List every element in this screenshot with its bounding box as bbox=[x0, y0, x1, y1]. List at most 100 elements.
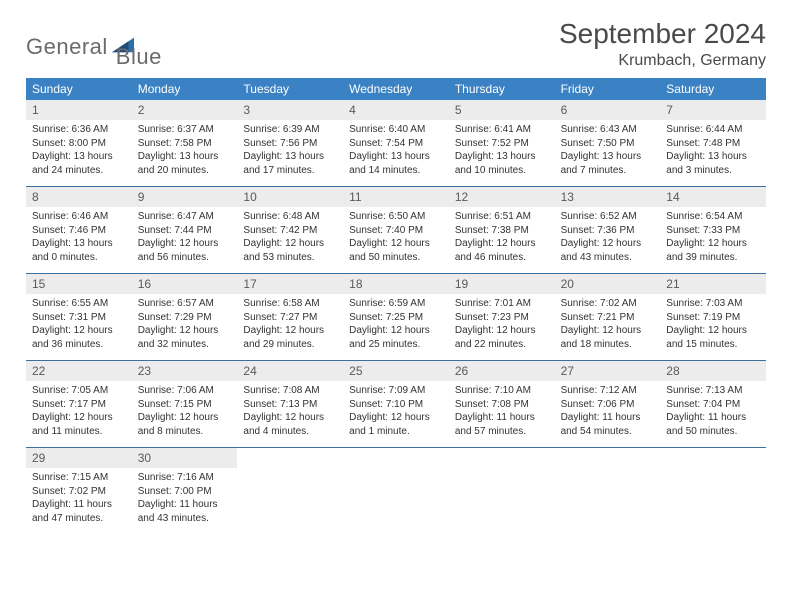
week-row: 22Sunrise: 7:05 AMSunset: 7:17 PMDayligh… bbox=[26, 361, 766, 448]
sunrise-text: Sunrise: 7:01 AM bbox=[455, 297, 549, 311]
sunrise-text: Sunrise: 6:40 AM bbox=[349, 123, 443, 137]
day-number: 29 bbox=[26, 448, 132, 468]
daylight-text-2: and 54 minutes. bbox=[561, 425, 655, 439]
day-cell: 7Sunrise: 6:44 AMSunset: 7:48 PMDaylight… bbox=[660, 100, 766, 186]
day-details: Sunrise: 7:01 AMSunset: 7:23 PMDaylight:… bbox=[449, 294, 555, 357]
week-row: 8Sunrise: 6:46 AMSunset: 7:46 PMDaylight… bbox=[26, 187, 766, 274]
weekday-header: Saturday bbox=[660, 78, 766, 100]
day-details: Sunrise: 6:55 AMSunset: 7:31 PMDaylight:… bbox=[26, 294, 132, 357]
calendar: SundayMondayTuesdayWednesdayThursdayFrid… bbox=[26, 78, 766, 534]
daylight-text-1: Daylight: 12 hours bbox=[455, 237, 549, 251]
sunset-text: Sunset: 7:42 PM bbox=[243, 224, 337, 238]
sunrise-text: Sunrise: 6:59 AM bbox=[349, 297, 443, 311]
day-cell: .. bbox=[449, 448, 555, 534]
sunset-text: Sunset: 7:56 PM bbox=[243, 137, 337, 151]
sunrise-text: Sunrise: 6:47 AM bbox=[138, 210, 232, 224]
sunset-text: Sunset: 7:40 PM bbox=[349, 224, 443, 238]
sunset-text: Sunset: 7:13 PM bbox=[243, 398, 337, 412]
day-cell: 28Sunrise: 7:13 AMSunset: 7:04 PMDayligh… bbox=[660, 361, 766, 447]
sunrise-text: Sunrise: 7:09 AM bbox=[349, 384, 443, 398]
day-cell: .. bbox=[343, 448, 449, 534]
day-number: 28 bbox=[660, 361, 766, 381]
sunrise-text: Sunrise: 7:16 AM bbox=[138, 471, 232, 485]
day-cell: .. bbox=[555, 448, 661, 534]
day-cell: 4Sunrise: 6:40 AMSunset: 7:54 PMDaylight… bbox=[343, 100, 449, 186]
sunset-text: Sunset: 7:21 PM bbox=[561, 311, 655, 325]
day-details: Sunrise: 7:05 AMSunset: 7:17 PMDaylight:… bbox=[26, 381, 132, 444]
sunset-text: Sunset: 7:27 PM bbox=[243, 311, 337, 325]
daylight-text-1: Daylight: 12 hours bbox=[666, 237, 760, 251]
day-details: Sunrise: 7:10 AMSunset: 7:08 PMDaylight:… bbox=[449, 381, 555, 444]
day-cell: 30Sunrise: 7:16 AMSunset: 7:00 PMDayligh… bbox=[132, 448, 238, 534]
daylight-text-1: Daylight: 13 hours bbox=[455, 150, 549, 164]
daylight-text-1: Daylight: 12 hours bbox=[455, 324, 549, 338]
sunset-text: Sunset: 8:00 PM bbox=[32, 137, 126, 151]
sunrise-text: Sunrise: 6:41 AM bbox=[455, 123, 549, 137]
day-cell: 29Sunrise: 7:15 AMSunset: 7:02 PMDayligh… bbox=[26, 448, 132, 534]
day-cell: 14Sunrise: 6:54 AMSunset: 7:33 PMDayligh… bbox=[660, 187, 766, 273]
daylight-text-2: and 7 minutes. bbox=[561, 164, 655, 178]
sunrise-text: Sunrise: 6:46 AM bbox=[32, 210, 126, 224]
day-number: 6 bbox=[555, 100, 661, 120]
day-cell: 1Sunrise: 6:36 AMSunset: 8:00 PMDaylight… bbox=[26, 100, 132, 186]
day-cell: 20Sunrise: 7:02 AMSunset: 7:21 PMDayligh… bbox=[555, 274, 661, 360]
daylight-text-2: and 8 minutes. bbox=[138, 425, 232, 439]
day-details: Sunrise: 6:59 AMSunset: 7:25 PMDaylight:… bbox=[343, 294, 449, 357]
day-details: Sunrise: 7:09 AMSunset: 7:10 PMDaylight:… bbox=[343, 381, 449, 444]
daylight-text-2: and 11 minutes. bbox=[32, 425, 126, 439]
daylight-text-1: Daylight: 11 hours bbox=[666, 411, 760, 425]
day-number: 24 bbox=[237, 361, 343, 381]
day-details: Sunrise: 7:12 AMSunset: 7:06 PMDaylight:… bbox=[555, 381, 661, 444]
sunset-text: Sunset: 7:00 PM bbox=[138, 485, 232, 499]
day-cell: 26Sunrise: 7:10 AMSunset: 7:08 PMDayligh… bbox=[449, 361, 555, 447]
header: General Blue September 2024 Krumbach, Ge… bbox=[26, 18, 766, 70]
sunrise-text: Sunrise: 7:12 AM bbox=[561, 384, 655, 398]
daylight-text-1: Daylight: 13 hours bbox=[561, 150, 655, 164]
sunrise-text: Sunrise: 6:51 AM bbox=[455, 210, 549, 224]
title-block: September 2024 Krumbach, Germany bbox=[559, 18, 766, 70]
day-number: 9 bbox=[132, 187, 238, 207]
day-details: Sunrise: 6:58 AMSunset: 7:27 PMDaylight:… bbox=[237, 294, 343, 357]
sunset-text: Sunset: 7:08 PM bbox=[455, 398, 549, 412]
daylight-text-1: Daylight: 12 hours bbox=[243, 237, 337, 251]
day-cell: .. bbox=[660, 448, 766, 534]
daylight-text-1: Daylight: 11 hours bbox=[561, 411, 655, 425]
weekday-header: Friday bbox=[555, 78, 661, 100]
daylight-text-1: Daylight: 11 hours bbox=[32, 498, 126, 512]
logo-text-general: General bbox=[26, 34, 108, 60]
weekday-header: Wednesday bbox=[343, 78, 449, 100]
sunrise-text: Sunrise: 6:54 AM bbox=[666, 210, 760, 224]
sunset-text: Sunset: 7:48 PM bbox=[666, 137, 760, 151]
daylight-text-2: and 20 minutes. bbox=[138, 164, 232, 178]
sunrise-text: Sunrise: 6:57 AM bbox=[138, 297, 232, 311]
day-cell: 15Sunrise: 6:55 AMSunset: 7:31 PMDayligh… bbox=[26, 274, 132, 360]
daylight-text-2: and 14 minutes. bbox=[349, 164, 443, 178]
day-details: Sunrise: 6:54 AMSunset: 7:33 PMDaylight:… bbox=[660, 207, 766, 270]
day-cell: 13Sunrise: 6:52 AMSunset: 7:36 PMDayligh… bbox=[555, 187, 661, 273]
day-details: Sunrise: 7:15 AMSunset: 7:02 PMDaylight:… bbox=[26, 468, 132, 531]
daylight-text-1: Daylight: 12 hours bbox=[243, 324, 337, 338]
sunset-text: Sunset: 7:17 PM bbox=[32, 398, 126, 412]
week-row: 1Sunrise: 6:36 AMSunset: 8:00 PMDaylight… bbox=[26, 100, 766, 187]
daylight-text-2: and 50 minutes. bbox=[666, 425, 760, 439]
sunset-text: Sunset: 7:38 PM bbox=[455, 224, 549, 238]
day-cell: 11Sunrise: 6:50 AMSunset: 7:40 PMDayligh… bbox=[343, 187, 449, 273]
sunset-text: Sunset: 7:31 PM bbox=[32, 311, 126, 325]
daylight-text-2: and 47 minutes. bbox=[32, 512, 126, 526]
daylight-text-2: and 29 minutes. bbox=[243, 338, 337, 352]
day-details: Sunrise: 7:02 AMSunset: 7:21 PMDaylight:… bbox=[555, 294, 661, 357]
sunrise-text: Sunrise: 7:03 AM bbox=[666, 297, 760, 311]
daylight-text-1: Daylight: 12 hours bbox=[349, 411, 443, 425]
sunset-text: Sunset: 7:19 PM bbox=[666, 311, 760, 325]
daylight-text-2: and 32 minutes. bbox=[138, 338, 232, 352]
day-number: 18 bbox=[343, 274, 449, 294]
daylight-text-2: and 43 minutes. bbox=[561, 251, 655, 265]
sunset-text: Sunset: 7:36 PM bbox=[561, 224, 655, 238]
daylight-text-1: Daylight: 12 hours bbox=[666, 324, 760, 338]
day-cell: 5Sunrise: 6:41 AMSunset: 7:52 PMDaylight… bbox=[449, 100, 555, 186]
sunrise-text: Sunrise: 6:36 AM bbox=[32, 123, 126, 137]
daylight-text-1: Daylight: 13 hours bbox=[666, 150, 760, 164]
logo: General Blue bbox=[26, 18, 162, 70]
day-cell: 9Sunrise: 6:47 AMSunset: 7:44 PMDaylight… bbox=[132, 187, 238, 273]
day-number: 14 bbox=[660, 187, 766, 207]
